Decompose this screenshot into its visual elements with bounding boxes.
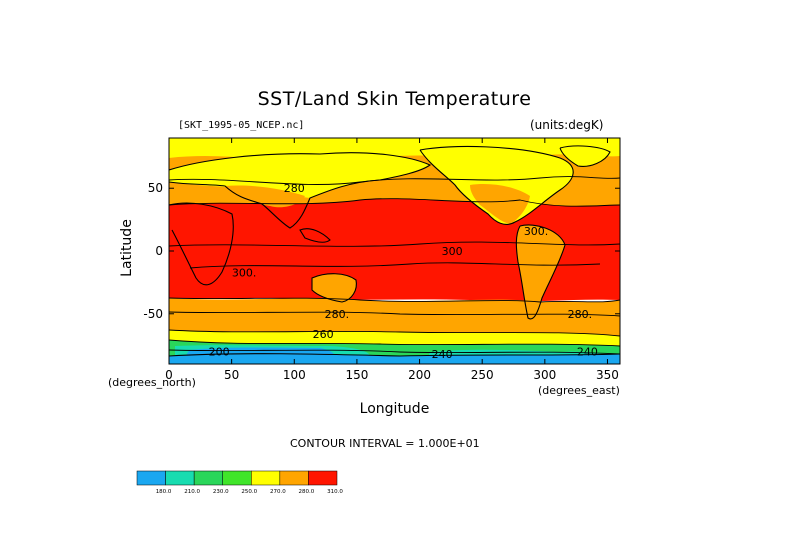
y-tick-label: 50 <box>148 181 163 195</box>
contour-labels: 280 300. 300 300. 280. 280. 260 200 240 240 <box>209 182 598 361</box>
land-north-america-south <box>470 184 530 224</box>
colorbar-label: 310.0 <box>327 489 343 495</box>
land-eurasia-south <box>225 185 305 208</box>
x-tick-label: 200 <box>408 368 431 382</box>
colorbar-swatch <box>193 470 223 486</box>
contour-line <box>169 349 620 355</box>
colorbar-label: 210.0 <box>184 489 200 495</box>
colorbar-label: 270.0 <box>270 489 286 495</box>
coastline <box>419 145 574 225</box>
x-tick-label: 300 <box>533 368 556 382</box>
y-tick-label: -50 <box>143 307 163 321</box>
contour-line <box>169 176 620 185</box>
coastlines <box>169 145 620 357</box>
land-antarctica <box>169 353 620 364</box>
dataset-label: [SKT_1995-05_NCEP.nc] <box>178 120 305 131</box>
colorbar-swatch <box>279 470 309 486</box>
colorbar-swatch <box>222 470 252 486</box>
contour-label: 260 <box>313 328 334 341</box>
coastline <box>169 353 620 357</box>
contour-label: 280. <box>325 308 350 321</box>
contour-label: 200 <box>209 345 230 358</box>
contour-label: 280. <box>568 308 593 321</box>
colorbar-label: 180.0 <box>156 489 172 495</box>
land-greenland <box>560 145 610 167</box>
contour-line <box>189 262 601 269</box>
chart-title: SST/Land Skin Temperature <box>257 88 532 110</box>
land-africa <box>169 203 234 285</box>
x-tick-label: 0 <box>165 368 173 382</box>
contour-label: 300. <box>232 266 257 279</box>
x-tick-label: 250 <box>471 368 494 382</box>
x-tick-label: 350 <box>596 368 619 382</box>
contour-label: 240 <box>432 348 453 361</box>
x-unit-label-right: (degrees_east) <box>538 384 620 397</box>
coastline <box>515 224 566 320</box>
coastline <box>299 228 331 243</box>
contour-line <box>169 329 620 337</box>
colorbar-swatch <box>251 470 281 486</box>
coastline <box>311 273 357 303</box>
x-tick-label: 100 <box>283 368 306 382</box>
x-axis-label: Longitude <box>359 401 430 417</box>
band-south-orange <box>169 298 620 336</box>
y-tick-label: 0 <box>155 244 163 258</box>
land-australia <box>312 273 357 302</box>
coastline <box>559 145 611 167</box>
contour-line <box>169 311 620 317</box>
band-south-yellow <box>169 330 620 346</box>
x-tick-label: 50 <box>224 368 239 382</box>
colorbar: 180.0 210.0 230.0 250.0 270.0 280.0 310.0 <box>136 470 343 495</box>
contour-label: 280 <box>284 182 305 195</box>
contour-interval-label: CONTOUR INTERVAL = 1.000E+01 <box>290 437 480 450</box>
contour-label: 300 <box>442 245 463 258</box>
coastline <box>169 152 432 229</box>
colorbar-label: 250.0 <box>241 489 257 495</box>
units-label: (units:degK) <box>530 118 604 132</box>
land-south-america <box>516 224 565 319</box>
contour-lines <box>169 176 620 355</box>
colorbar-swatch <box>308 470 338 486</box>
contour-line <box>169 198 620 207</box>
contour-line <box>169 339 620 347</box>
colorbar-swatch <box>136 470 166 486</box>
temperature-field <box>169 138 620 364</box>
contour-line <box>169 241 620 247</box>
contour-label: 300. <box>524 225 549 238</box>
coastline <box>169 202 234 286</box>
x-tick-label: 150 <box>345 368 368 382</box>
colorbar-label: 280.0 <box>299 489 315 495</box>
contour-line <box>169 297 620 303</box>
contour-label: 240 <box>577 345 598 358</box>
axes: 0 50 100 150 200 250 300 350 50 0 -50 <box>143 138 620 382</box>
x-unit-label-left: (degrees_north) <box>108 376 196 389</box>
colorbar-swatch <box>165 470 195 486</box>
colorbar-label: 230.0 <box>213 489 229 495</box>
